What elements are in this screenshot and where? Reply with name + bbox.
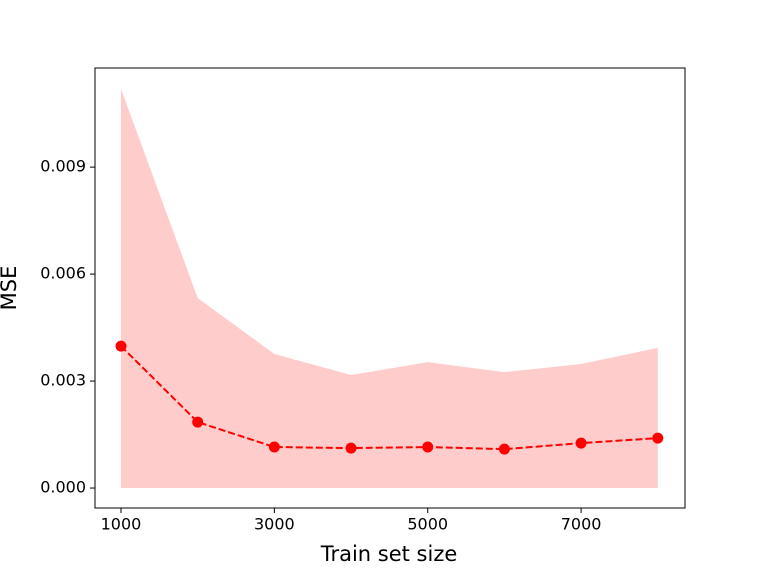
- point: [652, 432, 664, 444]
- y-tick-label: 0.003: [40, 371, 86, 390]
- point: [422, 441, 434, 453]
- point: [575, 437, 587, 449]
- x-tick-label: 7000: [561, 515, 602, 534]
- point: [192, 416, 204, 428]
- y-tick-label: 0.009: [40, 157, 86, 176]
- y-tick-label: 0.000: [40, 478, 86, 497]
- point: [115, 340, 127, 352]
- x-tick-label: 1000: [101, 515, 142, 534]
- plot-frame: [94, 67, 686, 509]
- y-tick-label: 0.006: [40, 264, 86, 283]
- point: [345, 442, 357, 454]
- x-axis-label: Train set size: [320, 542, 458, 566]
- error-band: [120, 89, 658, 489]
- y-axis-label: MSE: [0, 266, 21, 311]
- series-line: [120, 345, 658, 451]
- x-tick-label: 3000: [254, 515, 295, 534]
- point: [498, 443, 510, 455]
- point: [268, 441, 280, 453]
- x-tick-label: 5000: [407, 515, 448, 534]
